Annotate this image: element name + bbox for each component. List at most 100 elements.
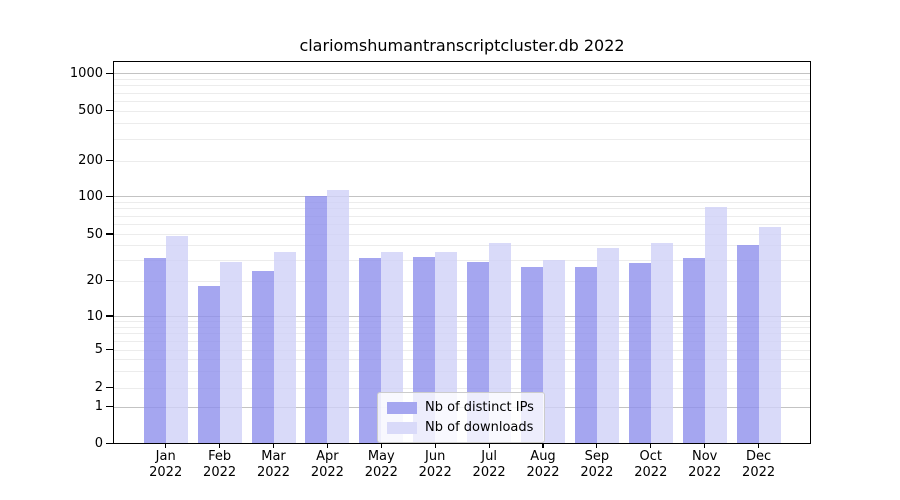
ytick-mark-1 [106, 406, 113, 408]
xtick-month-aug: Aug [530, 449, 556, 464]
gridline-minor-7 [114, 333, 810, 335]
legend-label-distinct-ips: Nb of distinct IPs [425, 400, 534, 415]
bar-nb-of-distinct-ips-jan [143, 258, 166, 444]
xtick-month-apr: Apr [316, 449, 339, 464]
xtick-mark-jan [165, 444, 167, 448]
xtick-month-jun: Jun [425, 449, 446, 464]
ytick-label-500: 500 [78, 103, 103, 119]
bar-nb-of-distinct-ips-apr [305, 196, 328, 444]
xtick-year-jul: 2022 [472, 465, 506, 480]
legend-swatch-downloads [387, 421, 417, 434]
xtick-month-jul: Jul [481, 449, 497, 464]
bar-nb-of-downloads-mar [273, 252, 296, 444]
bar-nb-of-downloads-feb [219, 261, 242, 444]
ytick-mark-0 [106, 443, 113, 445]
bar-nb-of-distinct-ips-oct [628, 263, 651, 444]
gridline-minor-400 [114, 122, 810, 124]
xtick-label-sep: Sep 2022 [565, 449, 629, 481]
bar-nb-of-downloads-oct [650, 242, 673, 444]
xtick-year-mar: 2022 [256, 465, 291, 480]
bar-nb-of-downloads-apr [327, 190, 350, 444]
gridline-minor-5 [114, 349, 810, 351]
bar-nb-of-distinct-ips-feb [197, 285, 220, 444]
ytick-mark-50 [106, 233, 113, 235]
xtick-month-oct: Oct [639, 449, 663, 464]
xtick-mark-sep [596, 444, 598, 448]
xtick-label-jul: Jul 2022 [457, 449, 521, 481]
bar-nb-of-distinct-ips-dec [736, 245, 759, 444]
xtick-mark-apr [326, 444, 328, 448]
bar-nb-of-distinct-ips-may [359, 258, 382, 444]
xtick-year-feb: 2022 [203, 465, 237, 480]
gridline-minor-200 [114, 160, 810, 162]
bar-nb-of-downloads-nov [704, 207, 727, 444]
xtick-mark-feb [219, 444, 221, 448]
xtick-mark-nov [704, 444, 706, 448]
gridline-minor-600 [114, 100, 810, 102]
gridline-major-1000 [114, 73, 810, 75]
legend-swatch-distinct-ips [387, 401, 417, 414]
legend-item-downloads: Nb of downloads [387, 420, 534, 435]
bar-nb-of-distinct-ips-mar [251, 271, 274, 444]
xtick-label-aug: Aug 2022 [511, 449, 575, 481]
legend-item-distinct-ips: Nb of distinct IPs [387, 400, 534, 415]
gridline-minor-6 [114, 340, 810, 342]
gridline-minor-300 [114, 138, 810, 140]
ytick-label-100: 100 [78, 188, 103, 204]
xtick-label-feb: Feb 2022 [188, 449, 252, 481]
chart-title: clariomshumantranscriptcluster.db 2022 [299, 36, 625, 55]
bar-nb-of-downloads-sep [596, 247, 619, 444]
gridline-minor-2 [114, 387, 810, 389]
gridline-major-100 [114, 196, 810, 198]
xtick-mark-may [380, 444, 382, 448]
gridline-major-10 [114, 316, 810, 317]
xtick-year-jan: 2022 [149, 465, 183, 480]
xtick-month-mar: Mar [261, 449, 286, 464]
ytick-label-50: 50 [86, 226, 103, 242]
xtick-month-sep: Sep [584, 449, 610, 464]
xtick-year-may: 2022 [364, 465, 398, 480]
gridline-minor-50 [114, 234, 810, 235]
ytick-label-0: 0 [94, 436, 103, 452]
xtick-year-apr: 2022 [310, 465, 344, 480]
xtick-mark-aug [542, 444, 544, 448]
gridline-minor-9 [114, 321, 810, 323]
xtick-month-may: May [367, 449, 395, 464]
xtick-mark-oct [650, 444, 652, 448]
gridline-minor-900 [114, 78, 810, 80]
xtick-year-jun: 2022 [418, 465, 452, 480]
xtick-month-nov: Nov [692, 449, 718, 464]
xtick-label-apr: Apr 2022 [295, 449, 359, 481]
ytick-mark-2 [106, 386, 113, 389]
ytick-mark-10 [106, 315, 113, 317]
bar-nb-of-downloads-jan [165, 236, 188, 444]
bar-nb-of-distinct-ips-nov [682, 258, 705, 444]
ytick-label-20: 20 [86, 273, 103, 288]
ytick-label-5: 5 [94, 342, 103, 357]
xtick-mark-jul [488, 444, 490, 448]
legend: Nb of distinct IPs Nb of downloads [377, 392, 545, 443]
xtick-mark-jun [434, 444, 436, 448]
gridline-minor-800 [114, 85, 810, 87]
gridline-minor-8 [114, 326, 810, 328]
xtick-label-mar: Mar 2022 [242, 449, 306, 481]
gridline-minor-20 [114, 280, 810, 282]
ytick-label-10: 10 [86, 308, 103, 324]
xtick-label-jun: Jun 2022 [403, 449, 467, 481]
gridline-minor-500 [114, 110, 810, 112]
xtick-label-nov: Nov 2022 [673, 449, 737, 481]
xtick-label-may: May 2022 [349, 449, 413, 481]
xtick-label-jan: Jan 2022 [134, 449, 198, 481]
xtick-month-dec: Dec [746, 449, 772, 464]
xtick-year-sep: 2022 [580, 465, 614, 480]
ytick-mark-500 [106, 110, 113, 112]
ytick-mark-200 [106, 159, 113, 162]
xtick-year-aug: 2022 [526, 465, 560, 480]
ytick-label-1: 1 [94, 399, 103, 415]
xtick-month-jan: Jan [155, 449, 176, 464]
xtick-label-oct: Oct 2022 [619, 449, 683, 481]
bar-nb-of-distinct-ips-sep [574, 267, 597, 444]
ytick-mark-1000 [106, 72, 113, 74]
gridline-minor-70 [114, 215, 810, 217]
